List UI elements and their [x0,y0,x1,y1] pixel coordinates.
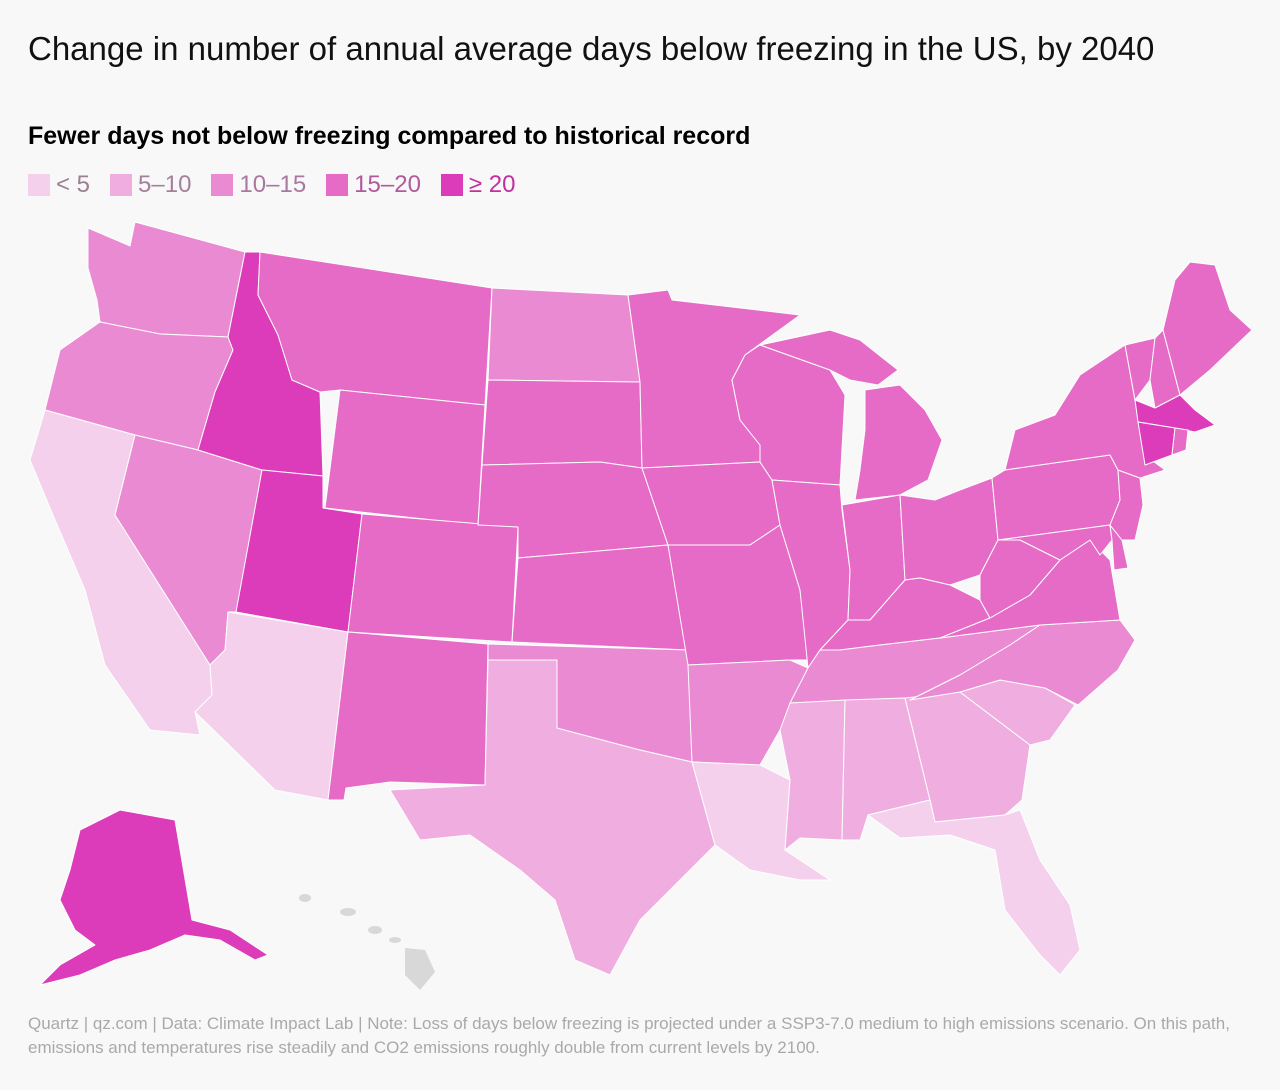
legend-item: ≥ 20 [440,171,516,199]
state-NC [909,619,1136,706]
state-WA [87,221,246,338]
legend-swatch [326,174,349,196]
state-WY [324,389,486,526]
legend-swatch [211,174,234,196]
state-ND [487,287,641,383]
legend-label: 15–20 [354,171,421,198]
state-MI [759,329,943,501]
state-CT [1137,421,1176,466]
state-LA [691,761,831,881]
legend-swatch [28,174,50,196]
state-ME [1162,261,1253,396]
state-FL [867,799,1081,976]
state-MS [779,699,846,851]
legend-label: 5–10 [138,171,192,198]
legend-item: 5–10 [110,171,191,199]
legend-item: 15–20 [326,171,421,199]
footnote: Quartz | qz.com | Data: Climate Impact L… [28,1014,1230,1057]
state-MT [257,251,493,406]
state-TX [389,659,716,976]
state-RI [1171,427,1189,456]
state-CO [347,513,519,643]
hawaii [299,894,435,990]
us-choropleth-map [29,221,1253,990]
state-SD [481,379,643,469]
chart-title: Change in number of annual average days … [28,30,1155,67]
state-NM [327,631,489,801]
legend-item: < 5 [28,171,90,199]
state-NJ [1109,469,1144,541]
legend-swatch [110,174,133,196]
legend: < 5 5–10 10–15 15–20 ≥ 20 [28,171,535,199]
legend-swatch [440,174,463,196]
legend-label: 10–15 [239,171,307,198]
state-AK [39,809,269,986]
chart-subtitle: Fewer days not below freezing compared t… [28,122,751,150]
state-KS [511,544,689,651]
legend-label: < 5 [56,171,91,198]
legend-label: ≥ 20 [468,171,516,198]
legend-item: 10–15 [211,171,306,199]
